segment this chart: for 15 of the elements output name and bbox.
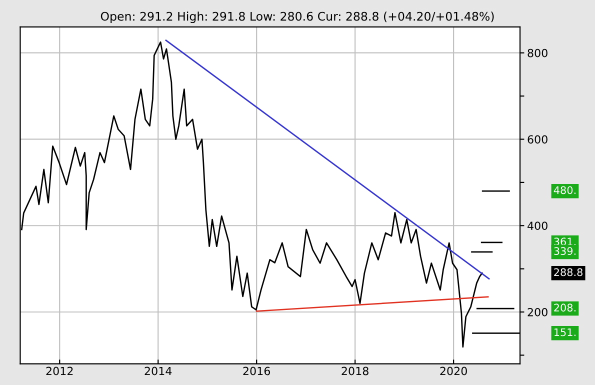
x-tick-label: 2018 — [342, 366, 368, 376]
text: 339. — [554, 247, 576, 255]
x-tick-label: 2014 — [144, 366, 172, 376]
text: 480. — [554, 186, 576, 194]
x-tick-label: 2020 — [440, 366, 467, 376]
y-tick-label: 600 — [528, 135, 548, 144]
text: 151. — [554, 328, 576, 336]
text: 208. — [554, 304, 576, 312]
y-tick-label: 400 — [528, 222, 548, 230]
x-tick-label: 2016 — [243, 366, 270, 376]
y-tick-label: 800 — [528, 48, 548, 58]
text: 288.8 — [554, 268, 582, 276]
chart-title: Open: 291.2 High: 291.8 Low: 280.6 Cur: 288.8 (+04.20/+01.48%) — [100, 12, 494, 24]
y-tick-label: 200 — [528, 308, 548, 316]
x-tick-label: 2012 — [46, 366, 73, 376]
